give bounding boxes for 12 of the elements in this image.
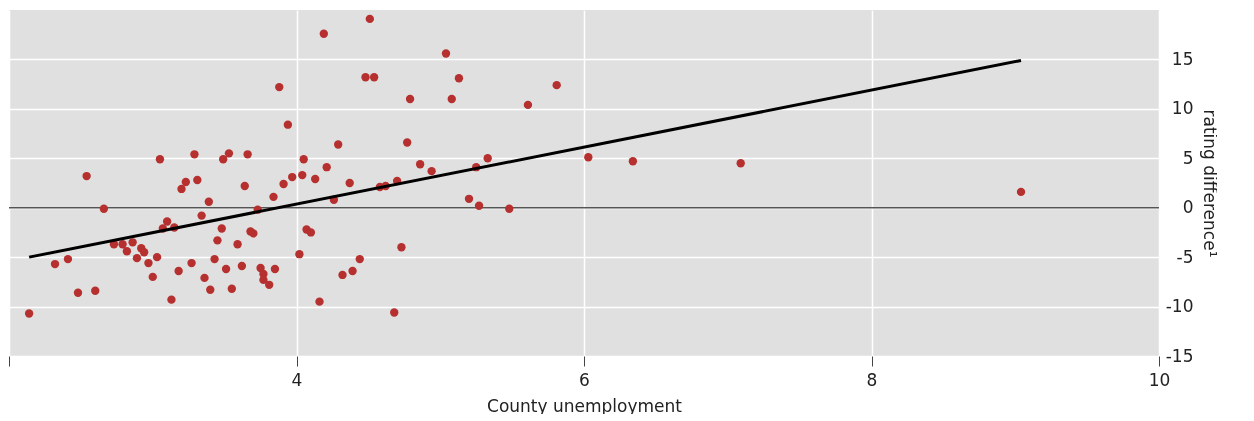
x-tick-label: 10 (1148, 369, 1171, 390)
x-tick-label: 4 (291, 369, 303, 390)
y-tick-label: 0 (1182, 197, 1194, 218)
y-tick-label: -10 (1165, 296, 1194, 317)
y-tick-label: 15 (1171, 48, 1194, 69)
x-tick-label: 8 (866, 369, 878, 390)
x-tick-label: 6 (579, 369, 590, 390)
y-tick-label: -15 (1165, 345, 1194, 366)
y-tick-label: 5 (1182, 147, 1194, 168)
y-tick-label: -5 (1176, 246, 1194, 267)
y-axis-title: rating difference¹ (1199, 109, 1220, 258)
y-tick-label: 10 (1171, 98, 1194, 119)
